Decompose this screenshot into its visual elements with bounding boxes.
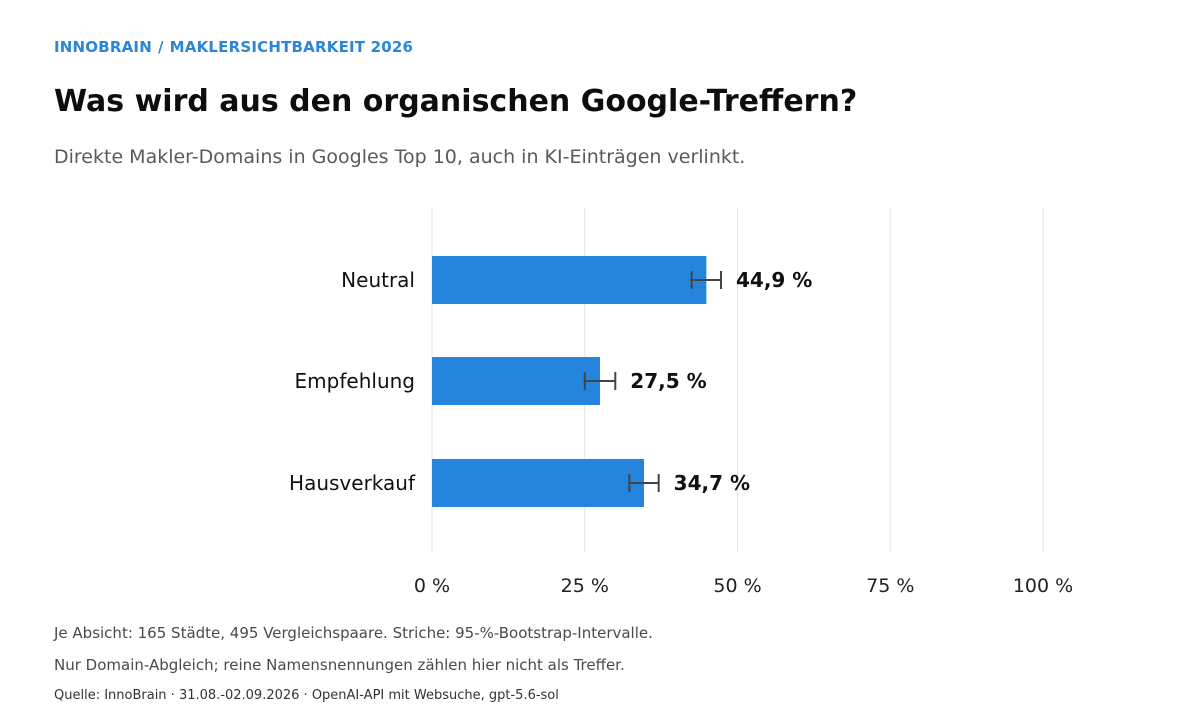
bar-empfehlung [432,357,601,405]
bar-hausverkauf [432,459,645,507]
category-label-neutral: Neutral [341,268,415,292]
x-tick-label-100: 100 % [1013,575,1073,597]
bar-neutral [432,256,707,304]
category-label-hausverkauf: Hausverkauf [289,471,416,495]
x-tick-label-0: 0 % [414,575,450,597]
value-label-hausverkauf: 34,7 % [674,471,750,495]
value-label-neutral: 44,9 % [736,268,812,292]
x-tick-label-25: 25 % [561,575,609,597]
kicker: INNOBRAIN / MAKLERSICHTBARKEIT 2026 [54,38,413,56]
x-tick-label-50: 50 % [713,575,761,597]
category-label-empfehlung: Empfehlung [295,369,415,393]
x-tick-label-75: 75 % [866,575,914,597]
value-label-empfehlung: 27,5 % [630,369,706,393]
kicker-separator: / [157,38,164,56]
footnote-method: Je Absicht: 165 Städte, 495 Vergleichspa… [54,624,653,642]
chart-title: Was wird aus den organischen Google-Tref… [54,84,858,119]
chart-subtitle: Direkte Makler-Domains in Googles Top 10… [54,146,746,168]
footnote-matching: Nur Domain-Abgleich; reine Namensnennung… [54,656,625,674]
kicker-topic: MAKLERSICHTBARKEIT 2026 [169,38,414,56]
source-line: Quelle: InnoBrain · 31.08.-02.09.2026 · … [54,688,559,703]
kicker-brand: INNOBRAIN [54,38,152,56]
